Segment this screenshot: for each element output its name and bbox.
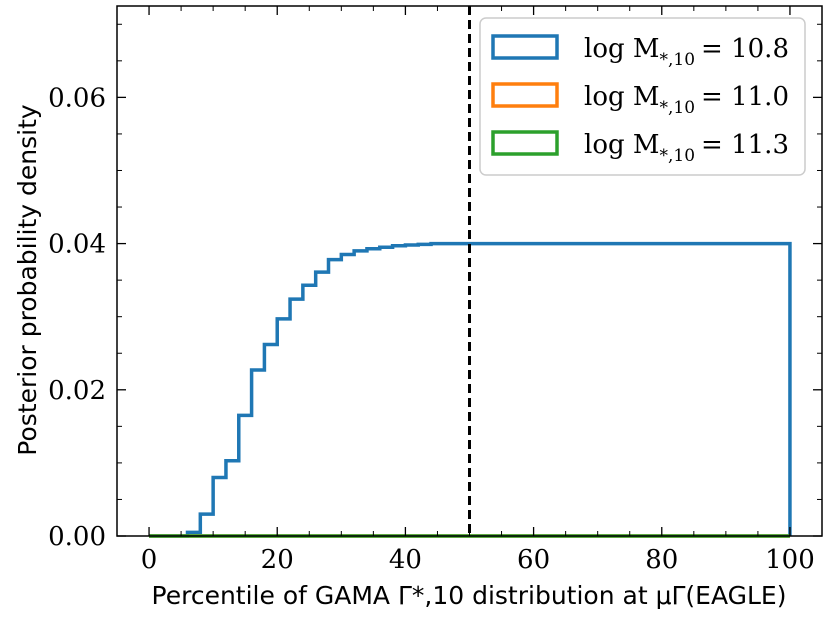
legend: log M*,10 = 10.8 log M*,10 = 11.0 log M*,10 =… — [479, 17, 806, 176]
x-tick-label: 80 — [645, 545, 678, 575]
x-tick-label: 40 — [389, 545, 422, 575]
legend-items: log M*,10 = 10.8 log M*,10 = 11.0 log M*,10 =… — [491, 34, 789, 166]
legend-label-0: log M*,10 = 10.8 — [584, 34, 789, 70]
y-tick-label: 0.06 — [48, 83, 106, 113]
x-tick-label: 100 — [765, 545, 815, 575]
y-tick-label: 0.04 — [48, 230, 106, 260]
legend-label-1: log M*,10 = 11.0 — [584, 82, 789, 118]
tick-labels-layer: 0 20 40 60 80 100 0.00 0.02 0.04 0.06 — [48, 83, 815, 575]
legend-swatch-1 — [491, 82, 559, 108]
legend-swatch-2 — [491, 130, 559, 156]
histogram-series-0 — [149, 241, 792, 538]
legend-box — [479, 17, 806, 176]
y-tick-label: 0.02 — [48, 376, 106, 406]
x-axis-label: Percentile of GAMA Γ*,10 distribution at… — [152, 581, 787, 610]
x-tick-label: 0 — [141, 545, 158, 575]
y-tick-label: 0.00 — [48, 522, 106, 552]
ticks-layer — [117, 6, 822, 537]
y-axis-label: Posterior probability density — [13, 104, 42, 456]
legend-swatch-0 — [491, 34, 559, 60]
legend-label-2: log M*,10 = 11.3 — [584, 130, 789, 166]
x-tick-label: 20 — [261, 545, 294, 575]
x-tick-label: 60 — [517, 545, 550, 575]
